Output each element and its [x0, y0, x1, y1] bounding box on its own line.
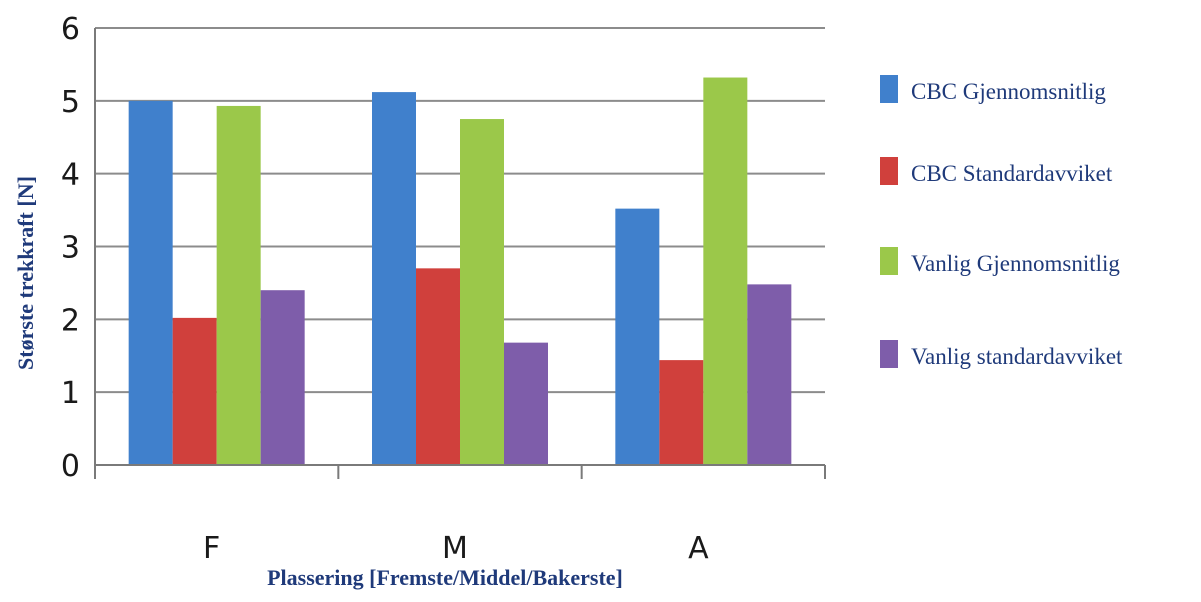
- bar-vanlig-std-m: [504, 342, 548, 465]
- bar-cbc-std-f: [172, 317, 217, 465]
- y-axis-title: Største trekkraft [N]: [13, 176, 38, 370]
- bar-vanlig-std-a: [747, 284, 792, 465]
- legend: CBC Gjennomsnitlig CBC Standardavviket Van…: [880, 75, 1123, 369]
- y-tick-label: 1: [61, 376, 80, 411]
- bars: [128, 77, 792, 466]
- bar-cbc-mean-f: [128, 100, 173, 465]
- legend-label: CBC Standardavviket: [911, 161, 1113, 186]
- bar-cbc-mean-m: [372, 92, 416, 466]
- legend-swatch: [880, 247, 898, 275]
- bar-cbc-std-m: [416, 268, 460, 465]
- legend-label: Vanlig Gjennomsnitlig: [911, 251, 1120, 276]
- bar-vanlig-std-f: [260, 290, 305, 465]
- category-label: A: [688, 531, 709, 566]
- y-tick-label: 0: [61, 449, 80, 484]
- bar-cbc-mean-a: [615, 208, 660, 466]
- y-tick-label: 5: [61, 85, 80, 120]
- y-tick-label: 2: [61, 303, 80, 338]
- x-axis-title: Plassering [Fremste/Middel/Bakerste]: [267, 565, 623, 590]
- y-tick-label: 3: [61, 231, 80, 266]
- legend-swatch: [880, 157, 898, 185]
- legend-swatch: [880, 75, 898, 103]
- tick-labels: 0 1 2 3 4 5 6: [61, 12, 80, 484]
- bar-vanlig-mean-a: [703, 77, 748, 465]
- axes: [94, 28, 826, 479]
- category-label: F: [203, 531, 220, 566]
- bar-vanlig-mean-f: [216, 105, 261, 465]
- bar-cbc-std-a: [659, 360, 704, 465]
- category-label: M: [442, 531, 468, 566]
- y-tick-label: 6: [61, 12, 80, 47]
- bar-vanlig-mean-m: [460, 119, 504, 466]
- legend-label: Vanlig standardavviket: [911, 344, 1123, 369]
- legend-swatch: [880, 340, 898, 368]
- y-tick-label: 4: [61, 158, 80, 193]
- legend-label: CBC Gjennomsnitlig: [911, 79, 1106, 104]
